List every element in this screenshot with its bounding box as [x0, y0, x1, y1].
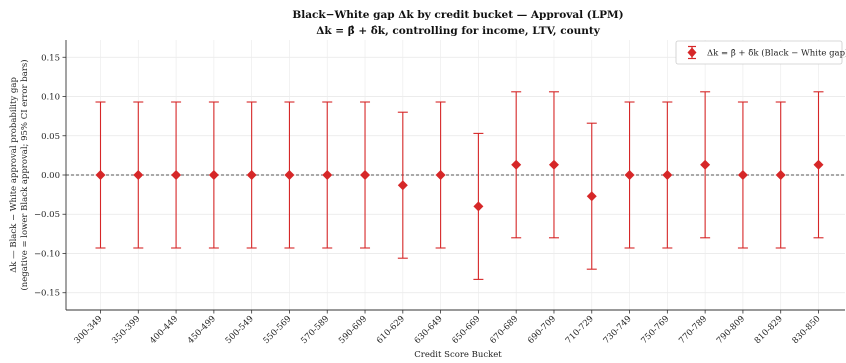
y-ticks: −0.15 −0.10 −0.05 0.00 0.05 0.10 0.15	[34, 53, 66, 298]
y-tick-label: 0.10	[41, 93, 60, 103]
data-point-400-449	[171, 170, 181, 180]
chart-title: Black−White gap Δk by credit bucket — Ap…	[292, 9, 623, 21]
x-tick-label: 650-669	[450, 314, 482, 346]
y-axis-label: Δk — Black − White approval probability …	[9, 59, 30, 290]
x-tick-label: 710-729	[564, 314, 596, 346]
data-point-710-729	[587, 191, 597, 201]
data-point-570-589	[322, 170, 332, 180]
data-point-650-669	[473, 201, 483, 211]
data-points	[96, 160, 824, 212]
data-point-550-569	[284, 170, 294, 180]
data-point-770-789	[700, 160, 710, 170]
y-tick-label: 0.05	[41, 132, 60, 142]
legend-label: Δk = β̂ + δ̂k (Black − White gap)	[707, 48, 846, 59]
data-point-350-399	[133, 170, 143, 180]
legend: Δk = β̂ + δ̂k (Black − White gap)	[676, 41, 846, 64]
x-tick-label: 790-809	[715, 314, 747, 346]
data-point-810-829	[776, 170, 786, 180]
x-tick-label: 570-589	[299, 314, 331, 346]
data-point-590-609	[360, 170, 370, 180]
x-tick-label: 550-569	[262, 314, 294, 346]
x-tick-label: 830-850	[791, 314, 823, 346]
x-axis-label: Credit Score Bucket	[414, 350, 502, 360]
x-tick-label: 300-349	[73, 314, 105, 346]
x-tick-label: 690-709	[526, 314, 558, 346]
x-tick-label: 590-609	[337, 314, 369, 346]
y-tick-label: −0.15	[34, 289, 60, 299]
data-point-630-649	[436, 170, 446, 180]
data-point-790-809	[738, 170, 748, 180]
data-point-670-689	[511, 160, 521, 170]
y-tick-label: −0.05	[34, 210, 60, 220]
x-tick-label: 670-689	[488, 314, 520, 346]
y-axis-label-line1: Δk — Black − White approval probability …	[9, 77, 19, 273]
data-point-300-349	[96, 170, 106, 180]
x-tick-label: 750-769	[639, 314, 671, 346]
x-tick-label: 400-449	[148, 314, 180, 346]
x-tick-label: 810-829	[753, 314, 785, 346]
y-tick-label: 0.00	[41, 171, 60, 181]
y-tick-label: 0.15	[41, 53, 60, 63]
x-tick-label: 450-499	[186, 314, 218, 346]
y-axis-label-line2: (negative = lower Black approval; 95% CI…	[19, 59, 30, 290]
data-point-450-499	[209, 170, 219, 180]
x-tick-label: 350-399	[110, 314, 142, 346]
data-point-690-709	[549, 160, 559, 170]
x-tick-label: 770-789	[677, 314, 709, 346]
x-ticks: 300-349 350-399 400-449 450-499 500-549 550-5…	[73, 310, 823, 346]
error-bars	[96, 92, 824, 280]
data-point-730-749	[625, 170, 635, 180]
data-point-750-769	[662, 170, 672, 180]
y-tick-label: −0.10	[34, 249, 60, 259]
chart-subtitle: Δk = β̂ + δ̂k, controlling for income, L…	[316, 25, 601, 37]
data-point-500-549	[247, 170, 257, 180]
data-point-830-850	[814, 160, 824, 170]
x-tick-label: 630-649	[413, 314, 445, 346]
data-point-610-629	[398, 180, 408, 190]
x-tick-label: 500-549	[224, 314, 256, 346]
x-tick-label: 730-749	[602, 314, 634, 346]
x-tick-label: 610-629	[375, 314, 407, 346]
